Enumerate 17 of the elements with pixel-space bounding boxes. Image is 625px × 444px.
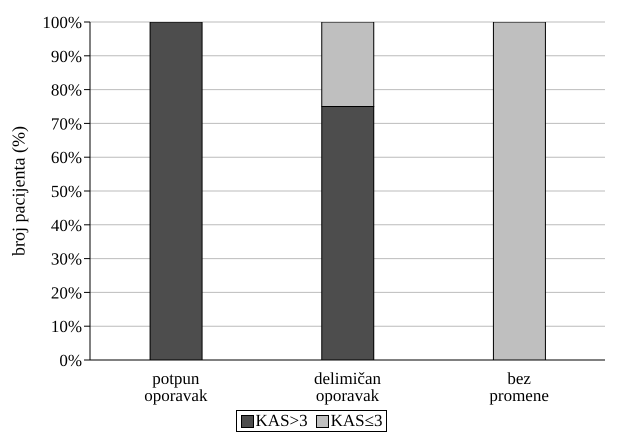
y-tick-label: 0% (59, 351, 82, 370)
y-axis-title: broj pacijenta (%) (8, 126, 28, 256)
y-tick-label: 70% (50, 114, 82, 134)
y-tick-label: 30% (50, 250, 82, 269)
x-tick-label: potpun oporavak (144, 369, 208, 405)
y-tick-label: 50% (50, 182, 82, 202)
y-tick-label: 60% (50, 148, 82, 168)
y-tick-label: 100% (42, 13, 82, 32)
y-tick-label: 40% (50, 216, 82, 235)
x-tick-label: bez promene (489, 369, 549, 405)
y-tick-label: 80% (50, 80, 82, 100)
y-tick-label: 10% (50, 317, 82, 336)
legend-label: KAS>3 (254, 411, 308, 431)
legend-label: KAS≤3 (330, 411, 382, 431)
x-tick-label: delimičan oporavak (314, 369, 382, 405)
y-tick-label: 90% (50, 46, 82, 66)
y-tick-label: 20% (50, 283, 82, 302)
